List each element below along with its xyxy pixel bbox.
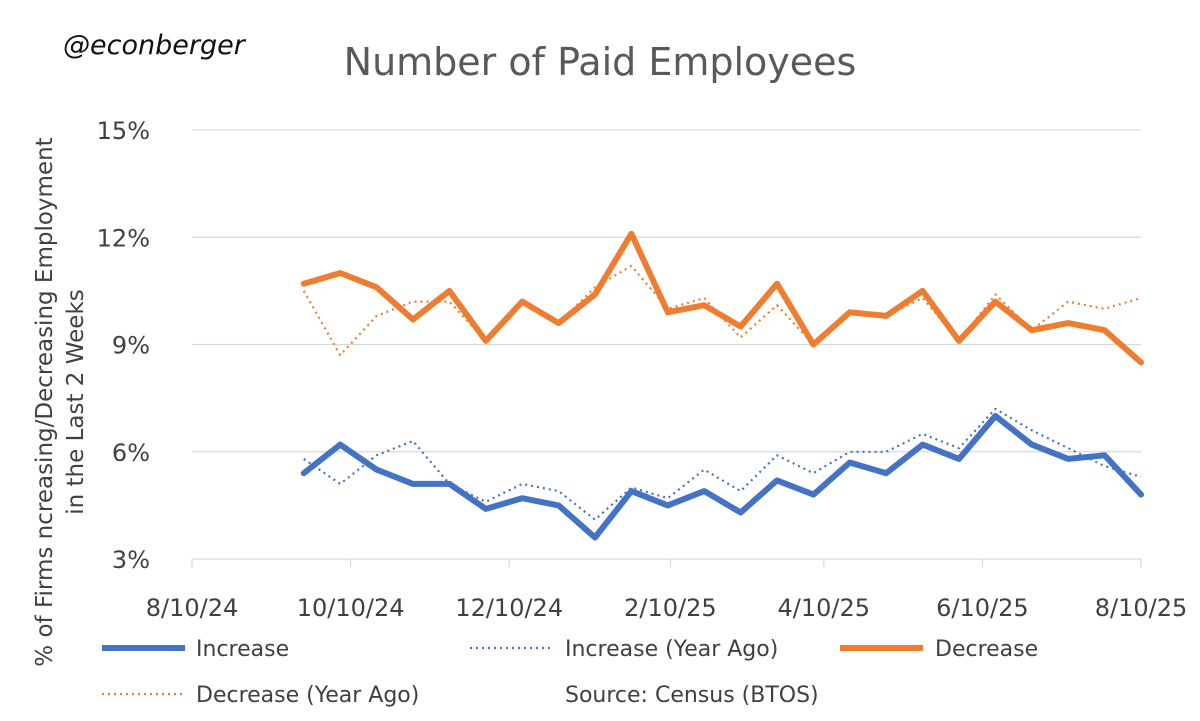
legend-label-decrease-year-ago: Decrease (Year Ago)	[196, 683, 419, 708]
y-tick-label-0: 3%	[112, 546, 150, 574]
series-line-increase	[300, 413, 1144, 541]
series-line-increase-year-ago	[303, 407, 1142, 521]
x-tick-label-3: 2/10/25	[624, 594, 717, 622]
y-tick-label-4: 15%	[97, 117, 150, 145]
x-tick-label-5: 6/10/25	[936, 594, 1029, 622]
legend: Increase Increase (Year Ago) Decrease De…	[102, 637, 1038, 708]
x-tick-label-6: 8/10/25	[1095, 594, 1188, 622]
legend-item-decrease-year-ago: Decrease (Year Ago)	[102, 683, 419, 708]
legend-label-increase: Increase	[196, 637, 289, 662]
series-line-decrease-year-ago	[302, 264, 1142, 357]
x-tick-labels: 8/10/24 10/10/24 12/10/24 2/10/25 4/10/25 6/1…	[146, 594, 1188, 622]
x-tick-label-2: 12/10/24	[455, 594, 563, 622]
y-tick-label-2: 9%	[112, 332, 150, 360]
source-note: Source: Census (BTOS)	[565, 683, 819, 708]
legend-item-decrease: Decrease	[840, 637, 1038, 662]
y-tick-label-3: 12%	[97, 224, 150, 252]
legend-item-increase: Increase	[102, 637, 289, 662]
x-tick-label-4: 4/10/25	[778, 594, 871, 622]
series-lines	[300, 230, 1144, 541]
y-axis-title-line2: in the Last 2 Weeks	[63, 289, 89, 515]
y-tick-label-1: 6%	[112, 439, 150, 467]
y-axis-title: % of Firms ncreasing/Decreasing Employme…	[32, 137, 89, 666]
x-tick-label-1: 10/10/24	[297, 594, 405, 622]
legend-label-decrease: Decrease	[935, 637, 1038, 662]
chart-title: Number of Paid Employees	[344, 40, 857, 84]
x-tick-label-0: 8/10/24	[146, 594, 239, 622]
watermark: @econberger	[63, 30, 247, 61]
legend-label-increase-year-ago: Increase (Year Ago)	[565, 637, 778, 662]
legend-item-increase-year-ago: Increase (Year Ago)	[470, 637, 778, 662]
y-tick-labels: 3% 6% 9% 12% 15%	[97, 117, 150, 574]
gridlines	[191, 129, 1142, 567]
series-line-decrease	[300, 230, 1144, 366]
y-axis-title-line1: % of Firms ncreasing/Decreasing Employme…	[32, 137, 58, 666]
